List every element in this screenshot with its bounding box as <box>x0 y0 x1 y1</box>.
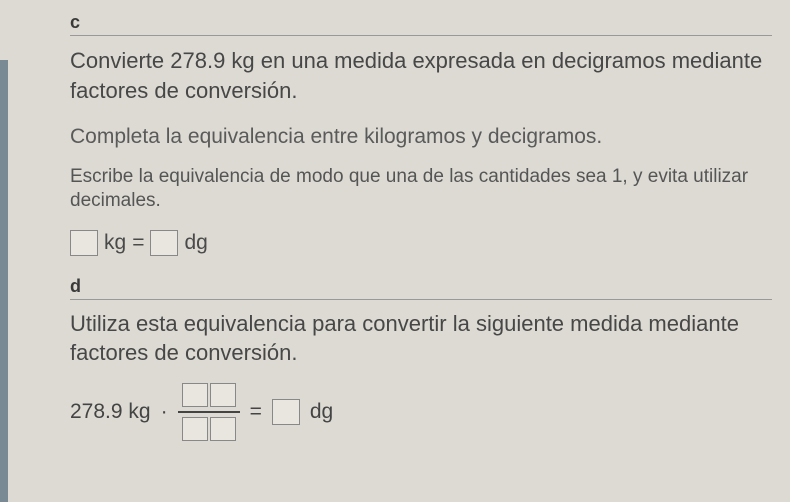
dg-value-input[interactable] <box>150 230 178 256</box>
section-c-instruction: Completa la equivalencia entre kilogramo… <box>70 123 772 150</box>
conversion-value: 278.9 kg <box>70 400 151 424</box>
conversion-fraction <box>178 381 240 443</box>
section-c-divider <box>70 35 772 36</box>
result-value-input[interactable] <box>272 399 300 425</box>
fraction-bar <box>178 411 240 413</box>
result-unit-label: dg <box>310 400 333 424</box>
kg-value-input[interactable] <box>70 230 98 256</box>
section-c-hint: Escribe la equivalencia de modo que una … <box>70 165 772 214</box>
multiply-dot: · <box>161 400 168 424</box>
conversion-equation: 278.9 kg · = dg <box>70 381 772 443</box>
section-d-instruction: Utiliza esta equivalencia para convertir… <box>70 310 772 367</box>
section-d-divider <box>70 299 772 300</box>
equivalence-equation: kg = dg <box>70 230 772 256</box>
kg-unit-label: kg <box>104 231 126 255</box>
section-c-problem: Convierte 278.9 kg en una medida expresa… <box>70 46 772 105</box>
section-c-letter: c <box>70 12 772 33</box>
left-margin-stripe <box>0 60 8 502</box>
numerator-value-input[interactable] <box>182 383 208 407</box>
fraction-denominator <box>178 415 240 443</box>
denominator-unit-input[interactable] <box>210 417 236 441</box>
fraction-numerator <box>178 381 240 409</box>
denominator-value-input[interactable] <box>182 417 208 441</box>
section-d-letter: d <box>70 276 772 297</box>
conversion-equals: = <box>250 400 262 424</box>
equals-sign: = <box>132 231 144 255</box>
numerator-unit-input[interactable] <box>210 383 236 407</box>
dg-unit-label: dg <box>184 231 207 255</box>
